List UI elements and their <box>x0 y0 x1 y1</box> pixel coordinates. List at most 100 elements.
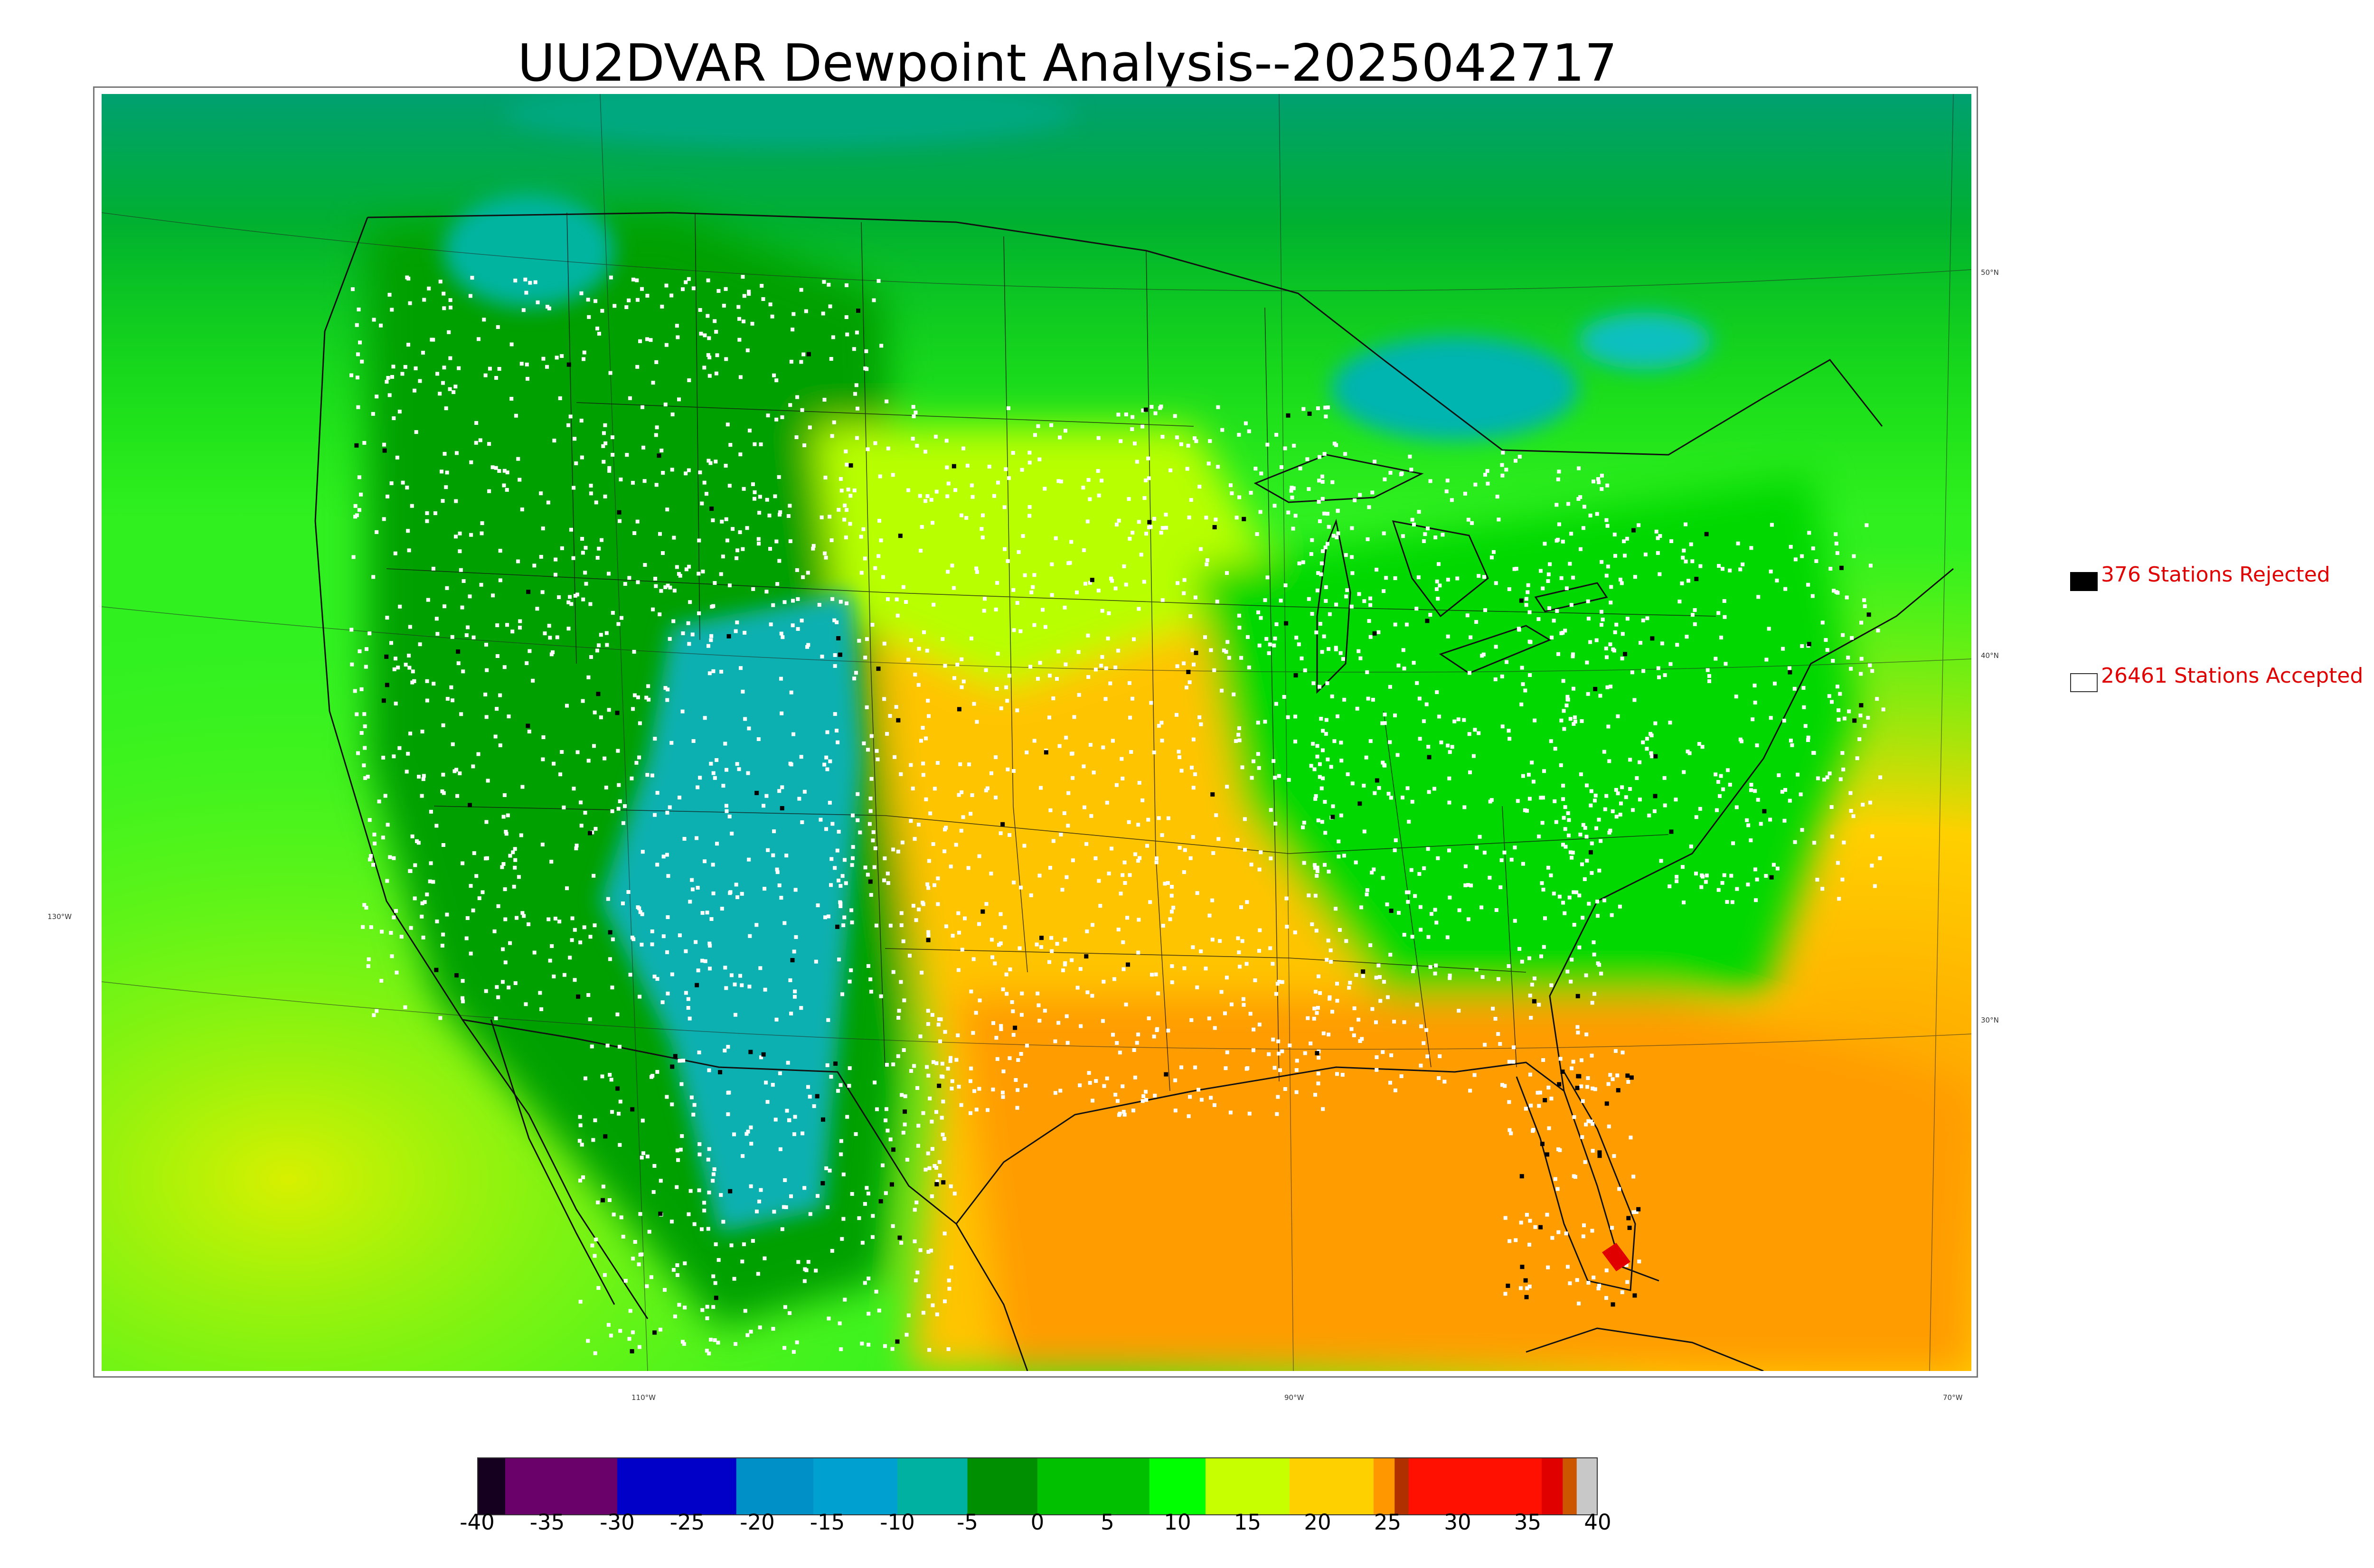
station-accepted-marker <box>829 357 833 361</box>
station-accepted-marker <box>1472 1073 1477 1077</box>
station-accepted-marker <box>1105 800 1109 805</box>
station-accepted-marker <box>991 1021 996 1025</box>
station-accepted-marker <box>782 921 787 925</box>
station-accepted-marker <box>843 858 847 862</box>
station-accepted-marker <box>742 487 746 491</box>
station-accepted-marker <box>458 771 462 776</box>
station-accepted-marker <box>743 717 747 721</box>
station-accepted-marker <box>1769 569 1773 573</box>
station-accepted-marker <box>531 678 535 683</box>
station-accepted-marker <box>1318 685 1322 689</box>
station-accepted-marker <box>936 902 940 906</box>
station-accepted-marker <box>960 790 964 794</box>
station-accepted-marker <box>658 612 662 617</box>
station-accepted-marker <box>1447 848 1451 853</box>
station-accepted-marker <box>1680 581 1684 585</box>
florida-peninsula <box>1516 1071 1636 1291</box>
station-accepted-marker <box>735 895 740 899</box>
station-accepted-marker <box>1576 1031 1580 1035</box>
station-accepted-marker <box>1545 1212 1549 1217</box>
station-accepted-marker <box>532 563 537 568</box>
station-accepted-marker <box>1272 1066 1277 1070</box>
station-accepted-marker <box>355 513 359 517</box>
station-accepted-marker <box>1577 893 1582 898</box>
station-accepted-marker <box>671 619 676 623</box>
station-accepted-marker <box>705 1316 709 1320</box>
station-accepted-marker <box>1293 740 1298 744</box>
station-accepted-marker <box>707 941 712 946</box>
station-accepted-marker <box>950 1079 954 1083</box>
station-accepted-marker <box>1083 582 1087 586</box>
station-accepted-marker <box>572 787 576 791</box>
station-accepted-marker <box>1160 738 1164 742</box>
station-accepted-marker <box>1433 908 1437 912</box>
station-accepted-marker <box>1036 424 1040 428</box>
station-accepted-marker <box>1775 578 1779 582</box>
station-accepted-marker <box>1326 405 1330 410</box>
station-accepted-marker <box>940 1074 944 1079</box>
station-accepted-marker <box>1570 855 1574 860</box>
station-accepted-marker <box>1528 673 1532 677</box>
station-accepted-marker <box>1585 1085 1590 1089</box>
station-accepted-marker <box>703 333 707 338</box>
station-accepted-marker <box>681 287 685 291</box>
station-accepted-marker <box>1609 585 1613 589</box>
station-rejected-marker <box>903 1109 907 1114</box>
station-accepted-marker <box>1189 1018 1194 1022</box>
station-accepted-marker <box>663 585 668 589</box>
station-accepted-marker <box>1812 751 1816 755</box>
station-accepted-marker <box>369 854 373 858</box>
station-accepted-marker <box>1280 980 1284 984</box>
station-accepted-marker <box>558 396 562 400</box>
station-accepted-marker <box>638 995 642 999</box>
station-accepted-marker <box>1616 714 1620 718</box>
station-accepted-marker <box>445 697 450 701</box>
station-accepted-marker <box>1755 877 1759 882</box>
station-accepted-marker <box>594 500 598 505</box>
station-accepted-marker <box>1815 878 1819 882</box>
station-accepted-marker <box>666 583 670 588</box>
station-accepted-marker <box>441 381 445 385</box>
station-accepted-marker <box>469 460 473 464</box>
station-accepted-marker <box>603 494 607 498</box>
station-accepted-marker <box>708 967 712 971</box>
station-accepted-marker <box>711 771 716 775</box>
station-accepted-marker <box>921 773 925 777</box>
station-accepted-marker <box>904 1333 909 1337</box>
station-accepted-marker <box>1027 460 1032 465</box>
station-accepted-marker <box>1424 702 1429 706</box>
dewpoint-map[interactable] <box>102 94 1971 1371</box>
station-accepted-marker <box>1507 1239 1512 1243</box>
station-accepted-marker <box>724 287 728 291</box>
station-accepted-marker <box>811 544 816 548</box>
station-rejected-marker <box>1625 1073 1630 1078</box>
station-accepted-marker <box>912 414 916 418</box>
station-accepted-marker <box>897 1009 901 1013</box>
station-accepted-marker <box>828 515 832 519</box>
station-accepted-marker <box>1135 1041 1139 1045</box>
station-accepted-marker <box>1293 714 1298 719</box>
station-accepted-marker <box>1228 483 1233 488</box>
station-accepted-marker <box>869 989 873 994</box>
station-accepted-marker <box>1001 987 1005 992</box>
station-accepted-marker <box>1388 1080 1392 1085</box>
station-accepted-marker <box>532 950 537 955</box>
station-accepted-marker <box>896 849 900 854</box>
station-accepted-marker <box>750 321 754 326</box>
station-accepted-marker <box>837 829 841 834</box>
station-accepted-marker <box>428 879 432 883</box>
station-accepted-marker <box>884 1118 888 1123</box>
station-accepted-marker <box>1300 656 1304 660</box>
station-accepted-marker <box>1137 918 1141 922</box>
station-accepted-marker <box>1486 481 1490 486</box>
station-accepted-marker <box>1255 532 1259 536</box>
station-accepted-marker <box>1311 681 1316 685</box>
station-accepted-marker <box>697 538 701 543</box>
station-accepted-marker <box>394 657 398 661</box>
station-accepted-marker <box>1607 1124 1611 1128</box>
station-accepted-marker <box>691 739 696 743</box>
station-accepted-marker <box>1322 511 1326 516</box>
colorbar-segment <box>1394 1457 1409 1515</box>
station-accepted-marker <box>1419 1024 1423 1028</box>
station-accepted-marker <box>1519 702 1524 706</box>
